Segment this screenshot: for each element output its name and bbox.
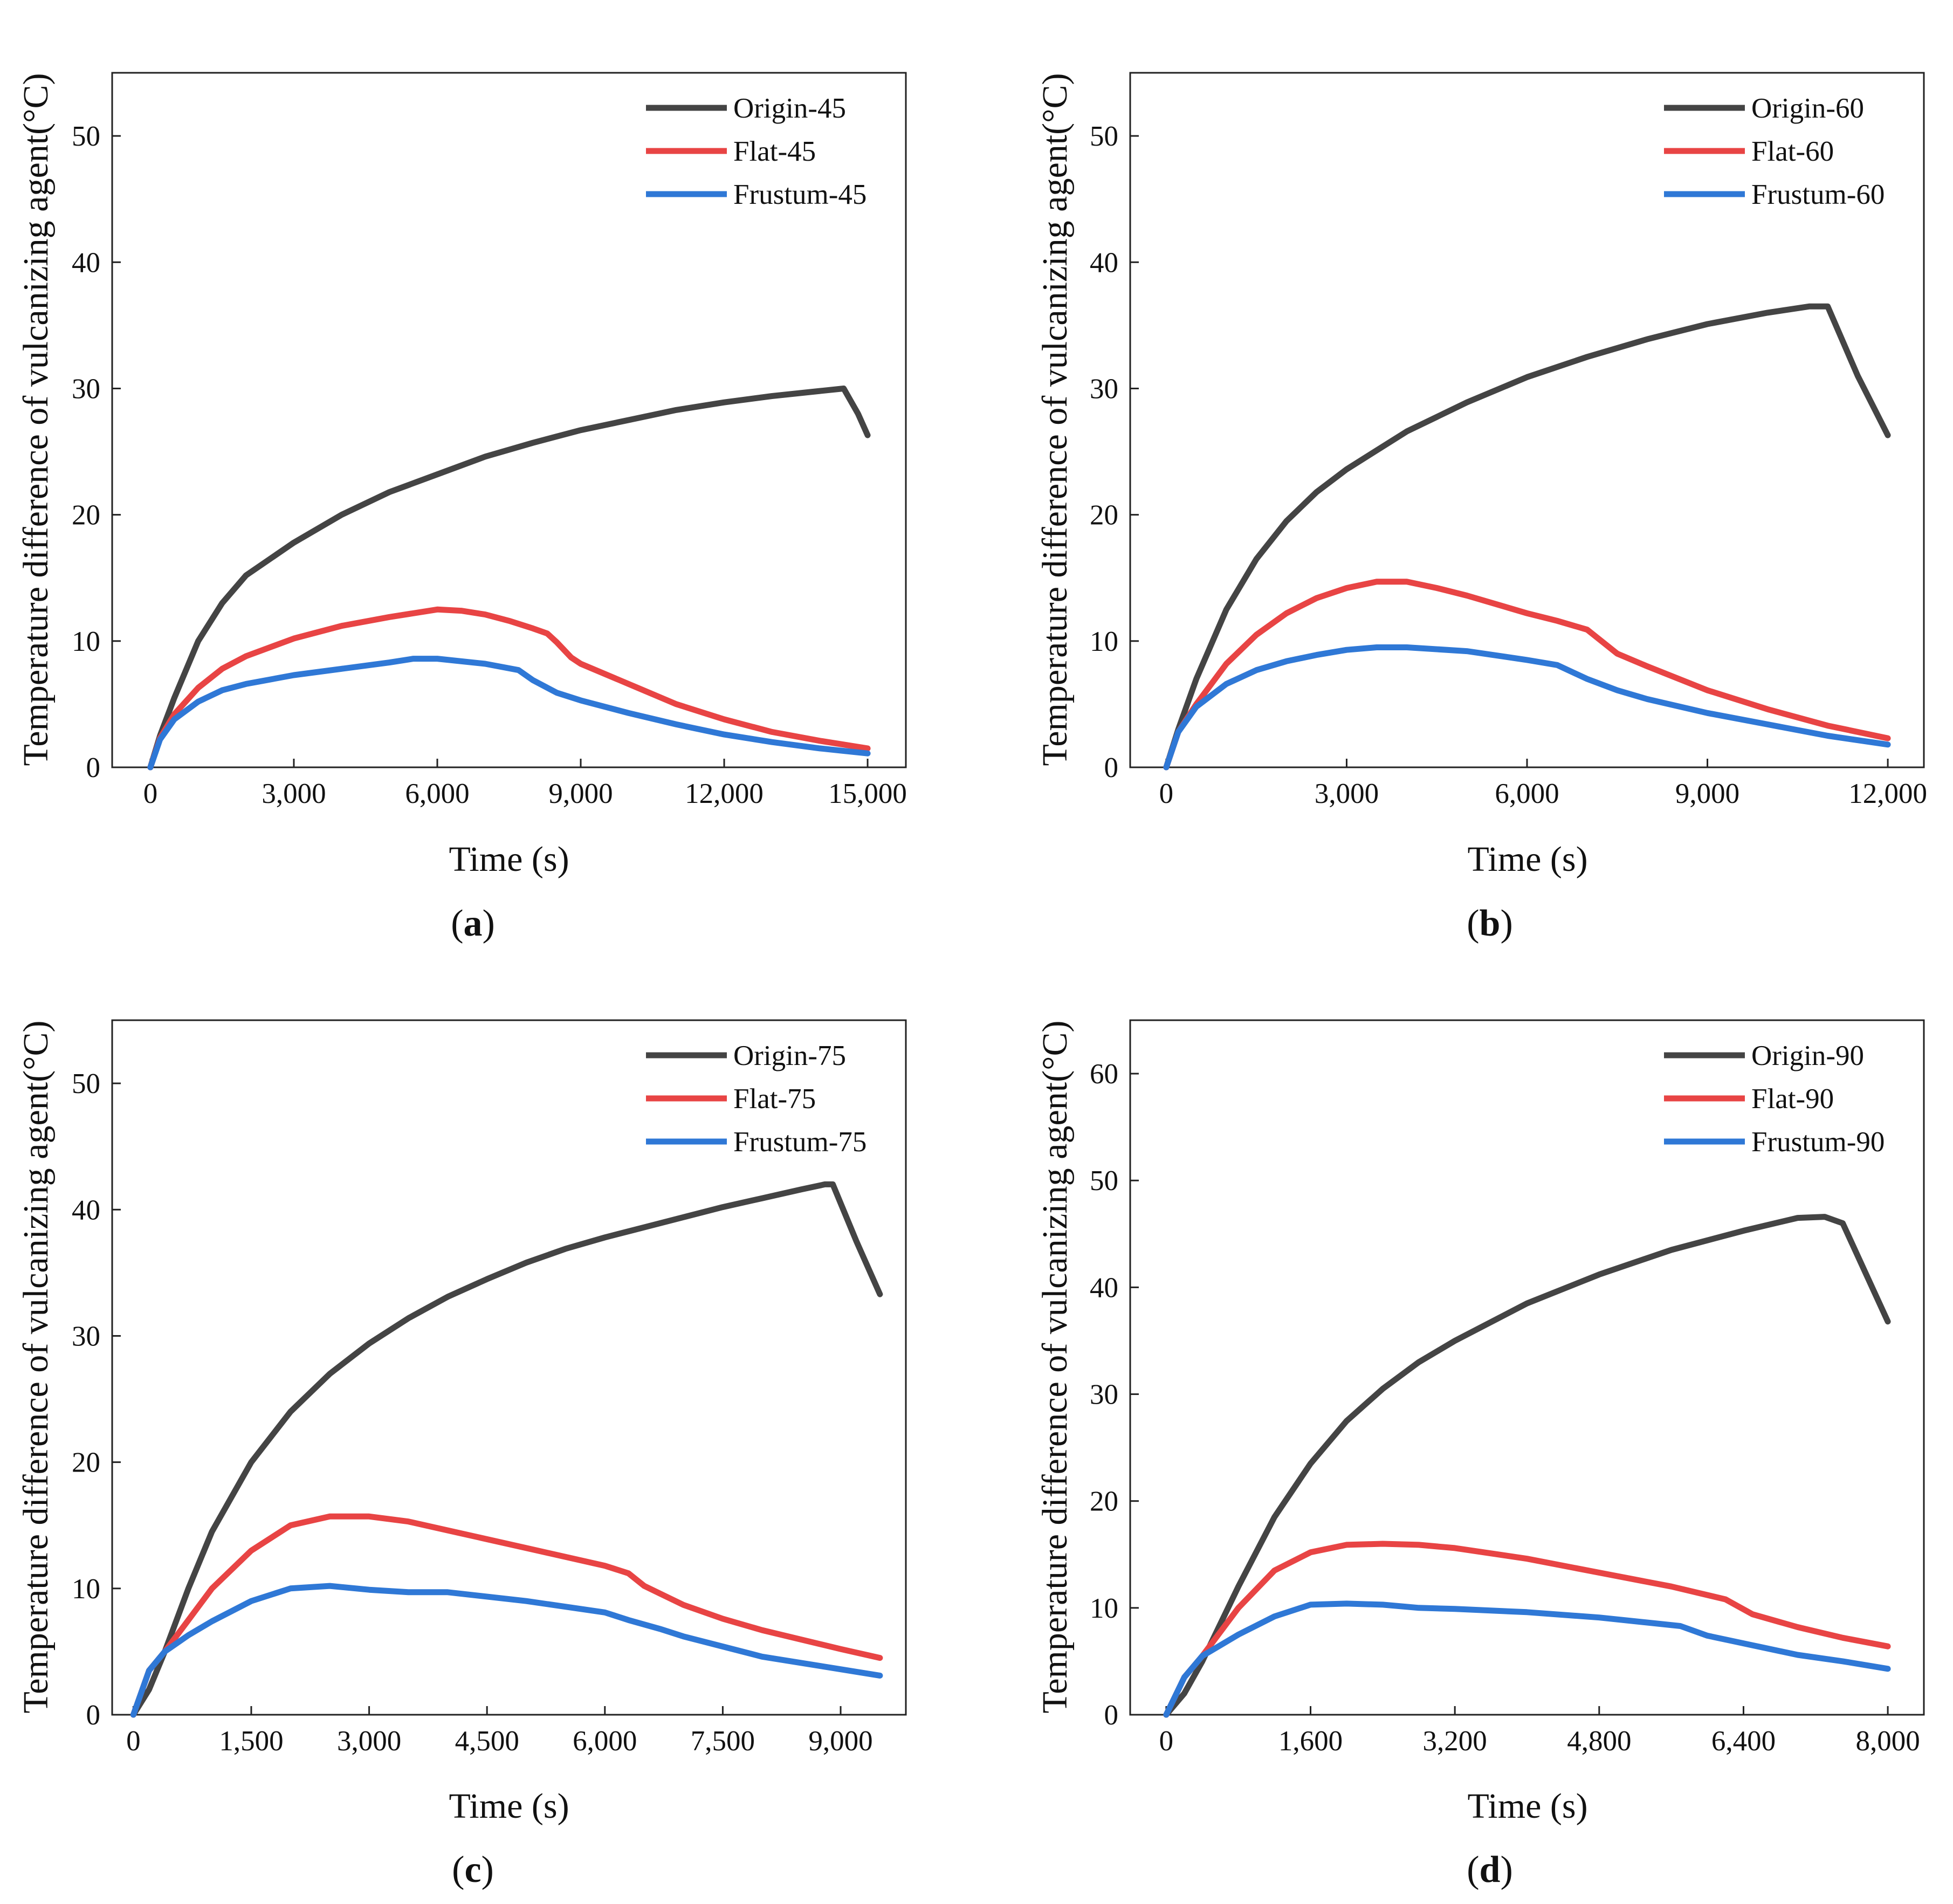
y-tick-label: 50	[1090, 1165, 1118, 1197]
plot-frame	[111, 72, 907, 768]
x-tick-label: 6,000	[573, 1726, 637, 1757]
legend-label: Origin-90	[1751, 1040, 1864, 1071]
x-tick-label: 12,000	[1848, 778, 1927, 809]
series-line-origin-75	[130, 1181, 883, 1718]
x-tick-label: 9,000	[1675, 778, 1739, 809]
y-tick-label: 20	[1090, 1486, 1118, 1517]
legend-label: Flat-75	[733, 1083, 816, 1115]
y-tick-label: 40	[1090, 1272, 1118, 1303]
y-tick-label: 10	[1090, 1593, 1118, 1624]
x-axis-label: Time (s)	[449, 1786, 569, 1826]
legend-label: Frustum-60	[1751, 179, 1885, 210]
x-axis-label: Time (s)	[1467, 1786, 1587, 1826]
x-tick-label: 7,500	[691, 1726, 755, 1757]
series-line-flat-45	[147, 606, 871, 771]
y-axis-label: Temperature difference of vulcanizing ag…	[16, 1021, 56, 1714]
x-tick-label: 4,800	[1567, 1726, 1631, 1757]
legend-label: Flat-45	[733, 136, 816, 167]
panel-label: (b)	[1467, 903, 1513, 944]
x-tick-label: 4,500	[455, 1726, 519, 1757]
y-tick-label: 30	[1090, 1379, 1118, 1411]
x-tick-label: 0	[126, 1726, 141, 1757]
plot-frame	[1129, 1019, 1925, 1716]
x-axis-label: Time (s)	[1467, 840, 1587, 879]
panel-label: (a)	[451, 903, 495, 944]
legend-label: Origin-45	[733, 93, 846, 124]
series-line-frustum-90	[1163, 1600, 1891, 1718]
chart-panel-d: Temperature difference of vulcanizing ag…	[1035, 1019, 1925, 1891]
legend-label: Frustum-90	[1751, 1126, 1885, 1158]
y-tick-label: 50	[72, 1068, 100, 1099]
x-tick-label: 6,400	[1711, 1726, 1776, 1757]
y-axis-label: Temperature difference of vulcanizing ag…	[16, 73, 56, 766]
panel-label: (d)	[1467, 1849, 1513, 1891]
y-tick-label: 20	[1090, 500, 1118, 531]
chart-panel-c: Temperature difference of vulcanizing ag…	[16, 1019, 907, 1891]
series-line-flat-75	[130, 1513, 883, 1718]
series-line-frustum-45	[147, 656, 871, 771]
x-tick-label: 6,000	[1495, 778, 1559, 809]
x-tick-label: 9,000	[548, 778, 613, 809]
y-tick-label: 40	[72, 247, 100, 278]
y-tick-label: 10	[1090, 626, 1118, 657]
series-line-frustum-60	[1163, 644, 1891, 771]
x-tick-label: 3,000	[1315, 778, 1379, 809]
legend-label: Flat-90	[1751, 1083, 1834, 1115]
x-tick-label: 9,000	[808, 1726, 872, 1757]
x-tick-label: 0	[1159, 778, 1174, 809]
legend-label: Origin-60	[1751, 93, 1864, 124]
y-tick-label: 20	[72, 500, 100, 531]
x-tick-label: 8,000	[1855, 1726, 1920, 1757]
y-axis-label: Temperature difference of vulcanizing ag…	[1035, 1021, 1075, 1714]
x-tick-label: 0	[1159, 1726, 1174, 1757]
y-tick-label: 50	[1090, 121, 1118, 152]
y-tick-label: 10	[72, 626, 100, 657]
y-tick-label: 40	[72, 1194, 100, 1226]
x-tick-label: 12,000	[685, 778, 764, 809]
series-line-origin-60	[1163, 303, 1891, 771]
x-tick-label: 0	[143, 778, 158, 809]
y-axis-label: Temperature difference of vulcanizing ag…	[1035, 73, 1075, 766]
y-tick-label: 0	[1104, 752, 1119, 783]
series-line-frustum-75	[130, 1583, 883, 1718]
y-tick-label: 50	[72, 121, 100, 152]
x-axis-label: Time (s)	[449, 840, 569, 879]
plot-frame	[1129, 72, 1925, 768]
y-tick-label: 0	[86, 752, 101, 783]
y-tick-label: 30	[72, 1321, 100, 1352]
x-tick-label: 1,500	[219, 1726, 283, 1757]
x-tick-label: 3,200	[1423, 1726, 1487, 1757]
legend-label: Frustum-45	[733, 179, 867, 210]
y-tick-label: 40	[1090, 247, 1118, 278]
y-tick-label: 30	[1090, 373, 1118, 404]
y-tick-label: 10	[72, 1573, 100, 1605]
x-tick-label: 6,000	[405, 778, 469, 809]
y-tick-label: 0	[86, 1700, 101, 1731]
y-tick-label: 20	[72, 1447, 100, 1479]
x-tick-label: 3,000	[262, 778, 326, 809]
y-tick-label: 30	[72, 373, 100, 404]
x-tick-label: 1,600	[1278, 1726, 1343, 1757]
y-tick-label: 0	[1104, 1700, 1119, 1731]
x-tick-label: 3,000	[337, 1726, 401, 1757]
series-line-flat-60	[1163, 579, 1891, 771]
x-tick-label: 15,000	[828, 778, 907, 809]
legend-label: Flat-60	[1751, 136, 1834, 167]
panel-label: (c)	[452, 1849, 494, 1891]
chart-panel-b: Temperature difference of vulcanizing ag…	[1035, 72, 1927, 944]
series-line-origin-90	[1163, 1214, 1891, 1718]
legend-label: Origin-75	[733, 1040, 846, 1071]
chart-panel-a: Temperature difference of vulcanizing ag…	[16, 72, 907, 944]
y-tick-label: 60	[1090, 1058, 1118, 1090]
plot-frame	[111, 1019, 907, 1716]
series-line-flat-90	[1163, 1541, 1891, 1718]
series-line-origin-45	[147, 386, 871, 771]
legend-label: Frustum-75	[733, 1126, 867, 1158]
